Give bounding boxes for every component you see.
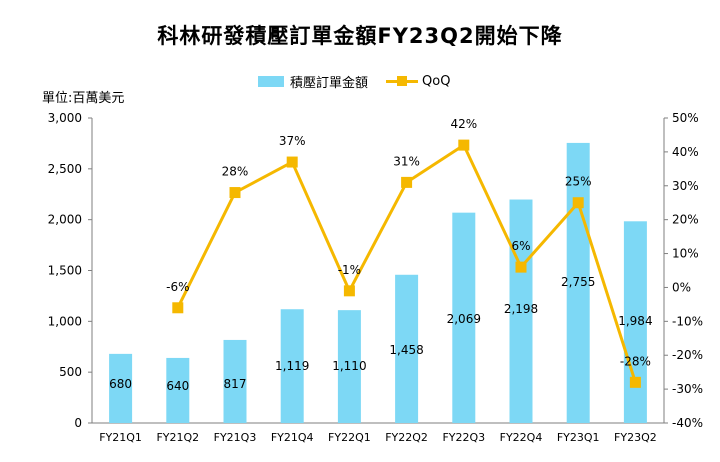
x-tick-label: FY21Q3	[214, 431, 257, 444]
bar-value-label: 817	[224, 377, 247, 391]
y-right-tick-label: 50%	[672, 111, 699, 125]
y-left-tick-label: 0	[74, 416, 82, 430]
qoq-value-label: 6%	[511, 239, 530, 253]
qoq-point	[629, 376, 641, 388]
x-tick-label: FY22Q2	[385, 431, 428, 444]
bar	[166, 357, 190, 423]
y-right-tick-label: 0%	[672, 280, 691, 294]
y-right-tick-label: 10%	[672, 247, 699, 261]
bar-value-label: 2,069	[447, 312, 481, 326]
qoq-value-label: 37%	[279, 134, 306, 148]
qoq-point	[286, 156, 298, 168]
bar	[109, 353, 133, 423]
qoq-value-label: -1%	[338, 263, 361, 277]
bar-value-label: 2,755	[561, 275, 595, 289]
bar	[337, 310, 361, 423]
y-right-tick-label: 40%	[672, 145, 699, 159]
x-tick-label: FY22Q1	[328, 431, 371, 444]
qoq-point	[229, 187, 241, 199]
y-left-tick-label: 3,000	[48, 111, 82, 125]
y-left-tick-label: 1,000	[48, 314, 82, 328]
y-right-tick-label: -30%	[672, 382, 703, 396]
y-right-tick-label: -20%	[672, 348, 703, 362]
y-right-tick-label: 20%	[672, 213, 699, 227]
bar-value-label: 1,110	[332, 359, 366, 373]
qoq-point	[401, 176, 413, 188]
legend-line-label: QoQ	[422, 74, 451, 89]
bar	[623, 221, 647, 423]
qoq-point	[343, 285, 355, 297]
bar	[395, 274, 419, 423]
qoq-point	[515, 261, 527, 273]
x-tick-label: FY21Q2	[156, 431, 199, 444]
y-left-tick-label: 500	[59, 365, 82, 379]
qoq-value-label: -28%	[620, 354, 651, 368]
qoq-point	[572, 197, 584, 209]
legend-bar-label: 積壓訂單金額	[290, 76, 369, 91]
y-left-tick-label: 1,500	[48, 264, 82, 278]
chart-title: 科林研發積壓訂單金額FY23Q2開始下降	[157, 24, 563, 48]
y-right-tick-label: -40%	[672, 416, 703, 430]
bar	[452, 212, 476, 423]
x-tick-label: FY22Q3	[442, 431, 485, 444]
x-tick-label: FY23Q1	[557, 431, 600, 444]
bar-value-label: 1,119	[275, 359, 309, 373]
bar-value-label: 640	[166, 379, 189, 393]
y-left-tick-label: 2,500	[48, 162, 82, 176]
qoq-value-label: -6%	[166, 280, 189, 294]
bar-value-label: 2,198	[504, 302, 538, 316]
qoq-value-label: 28%	[222, 165, 249, 179]
legend-line-swatch	[386, 76, 419, 87]
qoq-value-label: 25%	[565, 175, 592, 189]
y-left-tick-label: 2,000	[48, 213, 82, 227]
x-tick-label: FY21Q4	[271, 431, 314, 444]
bar	[223, 339, 247, 423]
qoq-value-label: 42%	[450, 117, 477, 131]
x-tick-label: FY21Q1	[99, 431, 142, 444]
qoq-value-label: 31%	[393, 154, 420, 168]
bar-value-label: 1,984	[618, 314, 652, 328]
legend: 積壓訂單金額 QoQ	[258, 72, 450, 91]
bar-value-label: 1,458	[389, 343, 423, 357]
y-right-tick-label: -10%	[672, 314, 703, 328]
y-right-tick-label: 30%	[672, 179, 699, 193]
legend-bar-swatch	[258, 76, 284, 87]
qoq-point	[172, 302, 184, 314]
unit-label: 單位:百萬美元	[42, 91, 125, 106]
bar-value-label: 680	[109, 377, 132, 391]
qoq-point	[458, 139, 470, 151]
x-tick-label: FY23Q2	[614, 431, 657, 444]
x-tick-label: FY22Q4	[500, 431, 543, 444]
bar	[280, 309, 304, 423]
bar	[566, 142, 590, 424]
